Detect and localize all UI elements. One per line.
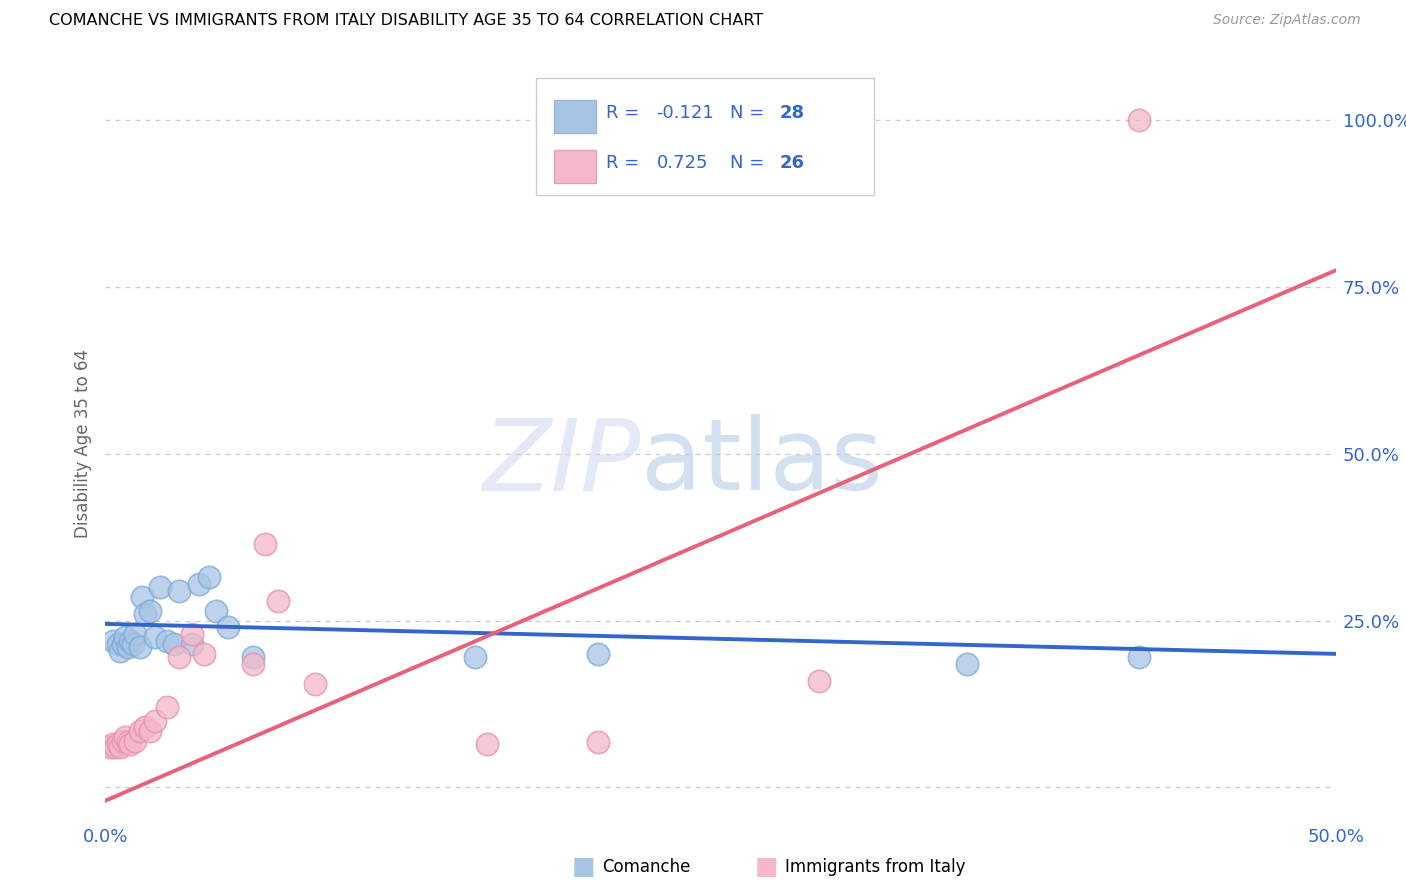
Point: [121, 637, 143, 651]
Text: ■: ■: [755, 855, 778, 879]
Point: [586, 647, 609, 661]
Point: [143, 630, 166, 644]
Point: [104, 740, 127, 755]
Point: [149, 580, 172, 594]
Point: [134, 607, 156, 621]
Point: [254, 537, 277, 551]
Point: [180, 637, 202, 651]
Text: -0.121: -0.121: [657, 103, 714, 121]
Point: [205, 603, 228, 617]
Point: [110, 643, 132, 657]
Text: Comanche: Comanche: [602, 858, 690, 876]
Point: [124, 627, 146, 641]
Text: N =: N =: [731, 103, 770, 121]
Point: [120, 633, 141, 648]
Text: 26: 26: [780, 153, 804, 172]
Text: R =: R =: [606, 103, 645, 121]
FancyBboxPatch shape: [554, 100, 596, 133]
Point: [117, 640, 139, 655]
Point: [138, 723, 162, 738]
FancyBboxPatch shape: [554, 150, 596, 183]
Point: [143, 714, 166, 728]
Y-axis label: Disability Age 35 to 64: Disability Age 35 to 64: [73, 350, 91, 538]
Point: [114, 731, 136, 745]
Point: [129, 640, 152, 655]
Point: [120, 737, 141, 751]
Point: [193, 647, 215, 661]
Point: [956, 657, 979, 671]
Point: [111, 733, 134, 747]
FancyBboxPatch shape: [536, 78, 875, 195]
Point: [156, 633, 179, 648]
Point: [180, 627, 202, 641]
Text: Source: ZipAtlas.com: Source: ZipAtlas.com: [1213, 13, 1361, 28]
Point: [188, 577, 211, 591]
Text: 28: 28: [780, 103, 804, 121]
Point: [111, 637, 134, 651]
Point: [218, 620, 240, 634]
Point: [242, 657, 264, 671]
Point: [156, 700, 179, 714]
Point: [101, 633, 124, 648]
Text: atlas: atlas: [641, 414, 882, 511]
Point: [807, 673, 830, 688]
Text: Immigrants from Italy: Immigrants from Italy: [785, 858, 965, 876]
Point: [1128, 650, 1150, 665]
Point: [117, 735, 139, 749]
Point: [107, 737, 129, 751]
Point: [134, 720, 156, 734]
Point: [101, 737, 124, 751]
Point: [169, 650, 191, 665]
Text: ZIP: ZIP: [482, 414, 641, 511]
Point: [110, 740, 132, 755]
Point: [464, 650, 486, 665]
Point: [98, 740, 122, 755]
Point: [1128, 113, 1150, 128]
Text: R =: R =: [606, 153, 645, 172]
Point: [475, 737, 498, 751]
Text: N =: N =: [731, 153, 770, 172]
Point: [242, 650, 264, 665]
Point: [131, 590, 153, 604]
Point: [114, 630, 136, 644]
Point: [169, 583, 191, 598]
Point: [124, 733, 146, 747]
Point: [304, 677, 326, 691]
Text: ■: ■: [572, 855, 595, 879]
Point: [107, 637, 129, 651]
Point: [197, 570, 221, 584]
Point: [163, 637, 186, 651]
Point: [138, 603, 162, 617]
Point: [586, 735, 609, 749]
Text: COMANCHE VS IMMIGRANTS FROM ITALY DISABILITY AGE 35 TO 64 CORRELATION CHART: COMANCHE VS IMMIGRANTS FROM ITALY DISABI…: [49, 13, 763, 29]
Text: 0.725: 0.725: [657, 153, 709, 172]
Point: [129, 723, 152, 738]
Point: [267, 593, 290, 607]
